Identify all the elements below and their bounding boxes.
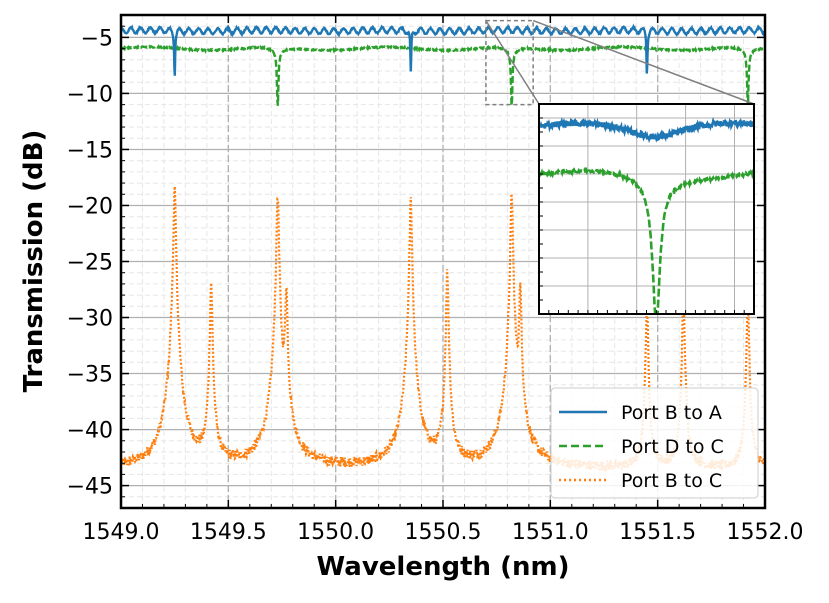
y-tick-label: −25 (67, 251, 113, 276)
y-tick-label: −5 (81, 26, 113, 51)
zoom-indicator (485, 19, 755, 106)
x-tick-label: 1551.5 (619, 520, 696, 545)
y-tick-label: −15 (67, 138, 113, 163)
y-tick-label: −45 (67, 475, 113, 500)
zoom-rectangle (485, 19, 534, 106)
zoom-connector-line (532, 19, 755, 105)
x-tick-label: 1551.0 (512, 520, 589, 545)
axes: 1549.0 1549.5 1550.0 1550.5 1551.0 1551.5 1552… (67, 13, 804, 545)
legend-label: Port B to A (621, 402, 722, 424)
x-tick-label: 1550.0 (297, 520, 374, 545)
series-port-d-to-c (121, 43, 765, 107)
x-tick-label: 1552.0 (727, 520, 804, 545)
inset-series-port-b-to-a (539, 116, 754, 144)
y-tick-label: −40 (67, 419, 113, 444)
x-tick-label: 1550.5 (405, 520, 482, 545)
x-axis-title: Wavelength (nm) (317, 552, 570, 582)
zoom-connector-line (485, 20, 540, 105)
y-tick-label: −30 (67, 307, 113, 332)
y-tick-label: −10 (67, 82, 113, 107)
legend: Port B to A Port D to C Port B to C (550, 387, 759, 499)
legend-label: Port D to C (621, 436, 724, 458)
series-layer (121, 23, 765, 473)
inset-series-port-d-to-c (539, 166, 754, 314)
inset-series-group (539, 116, 754, 314)
series-port-b-to-c (121, 186, 765, 473)
y-axis-title: Transmission (dB) (19, 130, 49, 393)
x-tick-label: 1549.5 (190, 520, 267, 545)
inset-plot (538, 103, 755, 315)
series-port-b-to-a (121, 23, 765, 76)
x-tick-label: 1549.0 (83, 520, 160, 545)
legend-box (550, 387, 759, 499)
y-tick-label: −20 (67, 194, 113, 219)
y-tick-label: −35 (67, 363, 113, 388)
legend-label: Port B to C (621, 470, 722, 492)
